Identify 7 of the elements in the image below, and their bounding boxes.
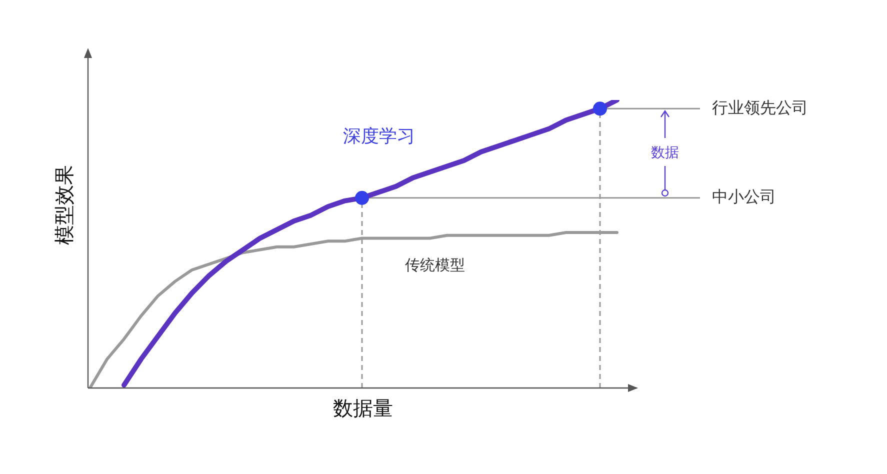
text: 数据 (651, 144, 679, 161)
series-label: 深度学习 (343, 126, 415, 147)
x-axis-title: 数据量 (333, 396, 393, 420)
ref-line-label: 中小公司 (712, 187, 776, 206)
ref-line-label: 行业领先公司 (712, 98, 808, 117)
y-axis-title: 模型效果 (52, 165, 76, 245)
series-label: 传统模型 (405, 256, 465, 274)
